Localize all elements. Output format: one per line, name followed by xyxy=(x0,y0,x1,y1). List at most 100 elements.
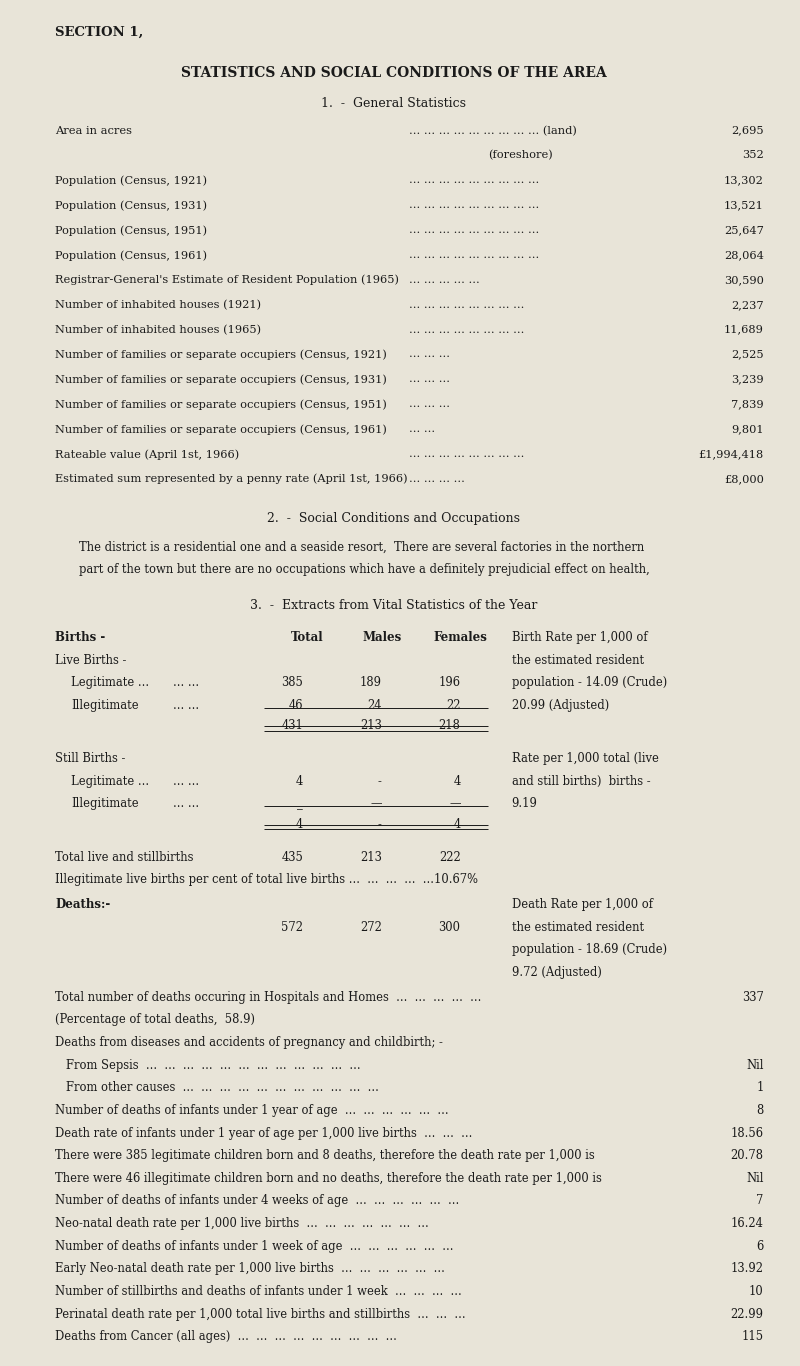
Text: 337: 337 xyxy=(742,990,764,1004)
Text: 10: 10 xyxy=(749,1285,764,1298)
Text: Illegitimate live births per cent of total live births ...  ...  ...  ...  ...10: Illegitimate live births per cent of tot… xyxy=(55,873,478,887)
Text: Legitimate ...: Legitimate ... xyxy=(71,775,149,788)
Text: part of the town but there are no occupations which have a definitely prejudicia: part of the town but there are no occupa… xyxy=(78,563,650,576)
Text: population - 14.09 (Crude): population - 14.09 (Crude) xyxy=(512,676,667,690)
Text: Females: Females xyxy=(433,631,487,645)
Text: Perinatal death rate per 1,000 total live births and stillbirths  ...  ...  ...: Perinatal death rate per 1,000 total liv… xyxy=(55,1307,466,1321)
Text: 9.72 (Adjusted): 9.72 (Adjusted) xyxy=(512,966,602,979)
Text: 46: 46 xyxy=(289,699,303,712)
Text: (Percentage of total deaths,  58.9): (Percentage of total deaths, 58.9) xyxy=(55,1014,255,1026)
Text: and still births)  births -: and still births) births - xyxy=(512,775,650,788)
Text: 1: 1 xyxy=(756,1082,764,1094)
Text: 28,064: 28,064 xyxy=(724,250,764,260)
Text: -: - xyxy=(378,775,382,788)
Text: 7,839: 7,839 xyxy=(731,399,764,410)
Text: 30,590: 30,590 xyxy=(724,275,764,285)
Text: 218: 218 xyxy=(438,720,461,732)
Text: ... ... ...: ... ... ... xyxy=(410,399,450,410)
Text: 9,801: 9,801 xyxy=(731,425,764,434)
Text: 13,302: 13,302 xyxy=(724,175,764,186)
Text: ... ... ... ... ... ... ... ... ...: ... ... ... ... ... ... ... ... ... xyxy=(410,225,540,235)
Text: population - 18.69 (Crude): population - 18.69 (Crude) xyxy=(512,944,667,956)
Text: Population (Census, 1931): Population (Census, 1931) xyxy=(55,201,207,210)
Text: Illegitimate: Illegitimate xyxy=(71,798,138,810)
Text: 196: 196 xyxy=(438,676,461,690)
Text: Number of families or separate occupiers (Census, 1951): Number of families or separate occupiers… xyxy=(55,399,387,410)
Text: 352: 352 xyxy=(742,150,764,160)
Text: 7: 7 xyxy=(756,1194,764,1208)
Text: Total: Total xyxy=(291,631,324,645)
Text: ... ...: ... ... xyxy=(410,425,435,434)
Text: Population (Census, 1921): Population (Census, 1921) xyxy=(55,175,207,186)
Text: Total live and stillbirths: Total live and stillbirths xyxy=(55,851,194,863)
Text: There were 385 legitimate children born and 8 deaths, therefore the death rate p: There were 385 legitimate children born … xyxy=(55,1149,595,1162)
Text: Deaths:-: Deaths:- xyxy=(55,897,110,911)
Text: 4: 4 xyxy=(296,818,303,831)
Text: the estimated resident: the estimated resident xyxy=(512,921,644,934)
Text: 385: 385 xyxy=(282,676,303,690)
Text: (foreshore): (foreshore) xyxy=(488,150,553,161)
Text: Males: Males xyxy=(362,631,402,645)
Text: 4: 4 xyxy=(454,818,461,831)
Text: SECTION 1,: SECTION 1, xyxy=(55,26,143,40)
Text: Death rate of infants under 1 year of age per 1,000 live births  ...  ...  ...: Death rate of infants under 1 year of ag… xyxy=(55,1127,473,1139)
Text: —: — xyxy=(370,798,382,810)
Text: 22.99: 22.99 xyxy=(730,1307,764,1321)
Text: 6: 6 xyxy=(756,1240,764,1253)
Text: Rateable value (April 1st, 1966): Rateable value (April 1st, 1966) xyxy=(55,449,239,459)
Text: Illegitimate: Illegitimate xyxy=(71,699,138,712)
Text: ... ...: ... ... xyxy=(173,676,199,690)
Text: ... ... ... ... ... ... ... ... ... (land): ... ... ... ... ... ... ... ... ... (lan… xyxy=(410,126,578,135)
Text: Nil: Nil xyxy=(746,1172,764,1184)
Text: ... ... ... ... ... ... ... ... ...: ... ... ... ... ... ... ... ... ... xyxy=(410,201,540,210)
Text: 16.24: 16.24 xyxy=(730,1217,764,1229)
Text: 3.  -  Extracts from Vital Statistics of the Year: 3. - Extracts from Vital Statistics of t… xyxy=(250,600,538,612)
Text: There were 46 illegitimate children born and no deaths, therefore the death rate: There were 46 illegitimate children born… xyxy=(55,1172,602,1184)
Text: 13,521: 13,521 xyxy=(724,201,764,210)
Text: 20.78: 20.78 xyxy=(730,1149,764,1162)
Text: 213: 213 xyxy=(360,720,382,732)
Text: 115: 115 xyxy=(742,1330,764,1343)
Text: 2,695: 2,695 xyxy=(731,126,764,135)
Text: 1.  -  General Statistics: 1. - General Statistics xyxy=(321,97,466,111)
Text: 22: 22 xyxy=(446,699,461,712)
Text: 24: 24 xyxy=(367,699,382,712)
Text: Number of deaths of infants under 1 year of age  ...  ...  ...  ...  ...  ...: Number of deaths of infants under 1 year… xyxy=(55,1104,449,1117)
Text: Birth Rate per 1,000 of: Birth Rate per 1,000 of xyxy=(512,631,647,645)
Text: -: - xyxy=(378,818,382,831)
Text: ... ... ... ... ...: ... ... ... ... ... xyxy=(410,275,480,285)
Text: —: — xyxy=(449,798,461,810)
Text: Population (Census, 1951): Population (Census, 1951) xyxy=(55,225,207,236)
Text: STATISTICS AND SOCIAL CONDITIONS OF THE AREA: STATISTICS AND SOCIAL CONDITIONS OF THE … xyxy=(181,66,606,79)
Text: Number of families or separate occupiers (Census, 1961): Number of families or separate occupiers… xyxy=(55,425,387,434)
Text: 572: 572 xyxy=(281,921,303,934)
Text: ... ... ... ... ... ... ... ...: ... ... ... ... ... ... ... ... xyxy=(410,299,525,310)
Text: 18.56: 18.56 xyxy=(730,1127,764,1139)
Text: ... ... ... ... ... ... ... ...: ... ... ... ... ... ... ... ... xyxy=(410,449,525,459)
Text: 435: 435 xyxy=(282,851,303,863)
Text: 3,239: 3,239 xyxy=(731,374,764,384)
Text: 4: 4 xyxy=(454,775,461,788)
Text: Population (Census, 1961): Population (Census, 1961) xyxy=(55,250,207,261)
Text: Area in acres: Area in acres xyxy=(55,126,132,135)
Text: Number of inhabited houses (1921): Number of inhabited houses (1921) xyxy=(55,299,262,310)
Text: Early Neo-natal death rate per 1,000 live births  ...  ...  ...  ...  ...  ...: Early Neo-natal death rate per 1,000 liv… xyxy=(55,1262,445,1276)
Text: From other causes  ...  ...  ...  ...  ...  ...  ...  ...  ...  ...  ...: From other causes ... ... ... ... ... ..… xyxy=(55,1082,379,1094)
Text: Number of stillbirths and deaths of infants under 1 week  ...  ...  ...  ...: Number of stillbirths and deaths of infa… xyxy=(55,1285,462,1298)
Text: Deaths from diseases and accidents of pregnancy and childbirth; -: Deaths from diseases and accidents of pr… xyxy=(55,1035,443,1049)
Text: 2.  -  Social Conditions and Occupations: 2. - Social Conditions and Occupations xyxy=(267,512,520,526)
Text: 213: 213 xyxy=(360,851,382,863)
Text: Births -: Births - xyxy=(55,631,106,645)
Text: Rate per 1,000 total (live: Rate per 1,000 total (live xyxy=(512,753,658,765)
Text: Legitimate ...: Legitimate ... xyxy=(71,676,149,690)
Text: 13.92: 13.92 xyxy=(730,1262,764,1276)
Text: Registrar-General's Estimate of Resident Population (1965): Registrar-General's Estimate of Resident… xyxy=(55,275,399,285)
Text: 9.19: 9.19 xyxy=(512,798,538,810)
Text: Deaths from Cancer (all ages)  ...  ...  ...  ...  ...  ...  ...  ...  ...: Deaths from Cancer (all ages) ... ... ..… xyxy=(55,1330,397,1343)
Text: 11,689: 11,689 xyxy=(724,325,764,335)
Text: ... ... ... ...: ... ... ... ... xyxy=(410,474,466,484)
Text: 25,647: 25,647 xyxy=(724,225,764,235)
Text: Neo-natal death rate per 1,000 live births  ...  ...  ...  ...  ...  ...  ...: Neo-natal death rate per 1,000 live birt… xyxy=(55,1217,429,1229)
Text: 189: 189 xyxy=(360,676,382,690)
Text: £1,994,418: £1,994,418 xyxy=(698,449,764,459)
